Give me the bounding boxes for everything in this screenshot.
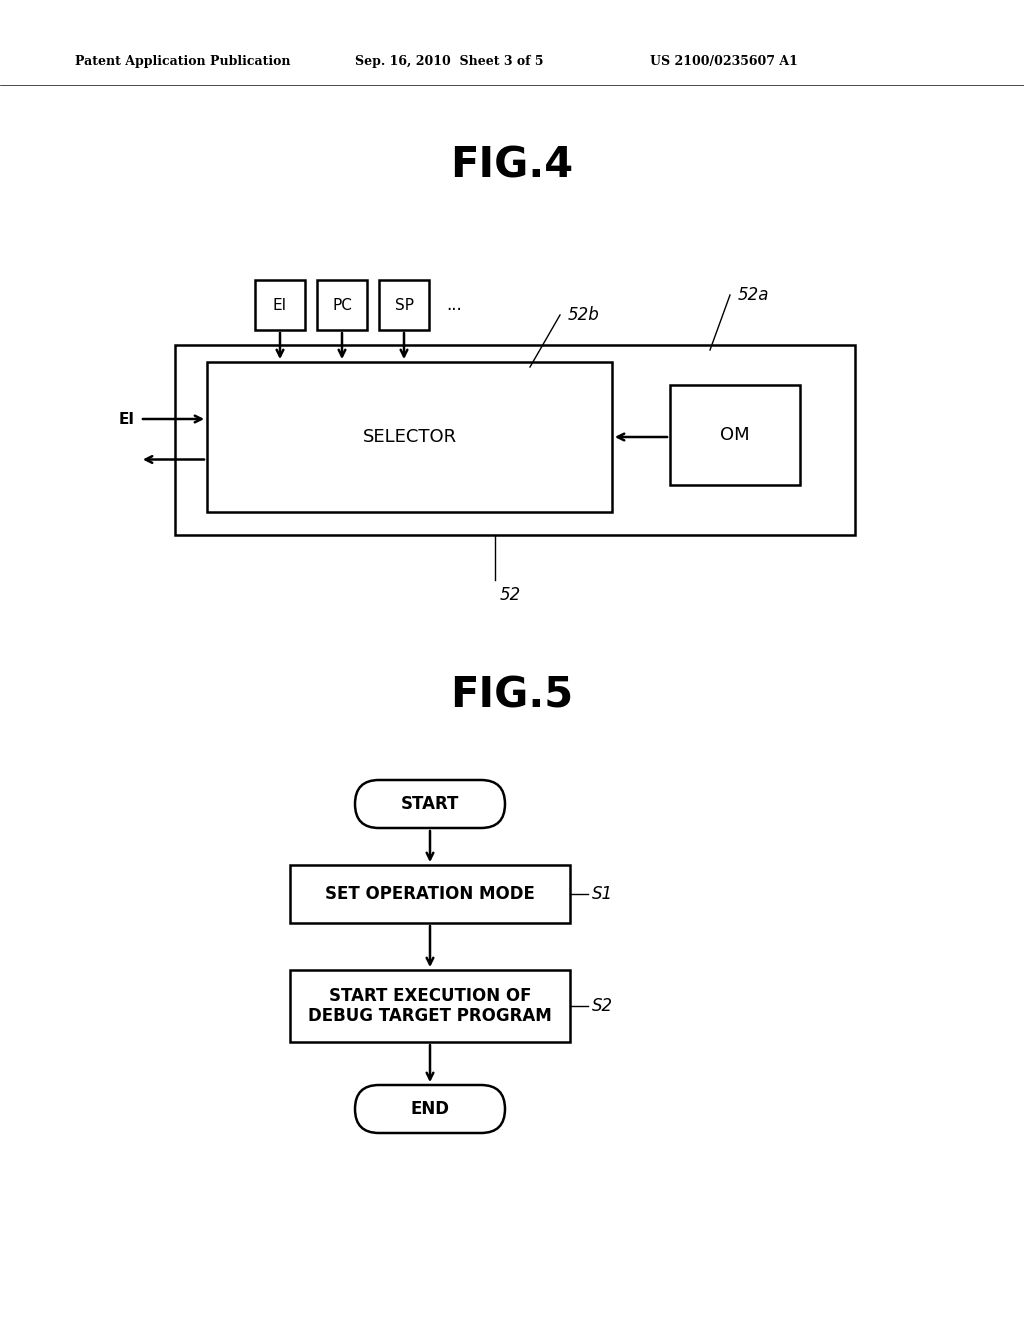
FancyBboxPatch shape (355, 780, 505, 828)
Text: END: END (411, 1100, 450, 1118)
Text: Sep. 16, 2010  Sheet 3 of 5: Sep. 16, 2010 Sheet 3 of 5 (355, 55, 544, 69)
Text: ...: ... (446, 296, 462, 314)
Bar (317, 280, 367, 330)
Text: 52a: 52a (738, 286, 769, 304)
Text: S2: S2 (592, 997, 613, 1015)
Bar (670, 385, 800, 484)
Text: START EXECUTION OF
DEBUG TARGET PROGRAM: START EXECUTION OF DEBUG TARGET PROGRAM (308, 986, 552, 1026)
Text: 52: 52 (500, 586, 521, 605)
Bar (290, 865, 570, 923)
Text: PC: PC (332, 297, 352, 313)
Text: SELECTOR: SELECTOR (362, 428, 457, 446)
Text: FIG.4: FIG.4 (451, 144, 573, 186)
Bar (290, 970, 570, 1041)
Text: OM: OM (720, 426, 750, 444)
Text: EI: EI (119, 412, 135, 426)
Text: SP: SP (394, 297, 414, 313)
Text: FIG.5: FIG.5 (451, 675, 573, 715)
FancyBboxPatch shape (355, 1085, 505, 1133)
Text: Patent Application Publication: Patent Application Publication (75, 55, 291, 69)
Bar (207, 362, 612, 512)
Text: S1: S1 (592, 884, 613, 903)
Text: EI: EI (273, 297, 287, 313)
Text: START: START (400, 795, 459, 813)
Bar (255, 280, 305, 330)
Text: US 2100/0235607 A1: US 2100/0235607 A1 (650, 55, 798, 69)
Text: SET OPERATION MODE: SET OPERATION MODE (325, 884, 535, 903)
Bar (175, 345, 855, 535)
Bar (379, 280, 429, 330)
Text: 52b: 52b (568, 306, 600, 323)
